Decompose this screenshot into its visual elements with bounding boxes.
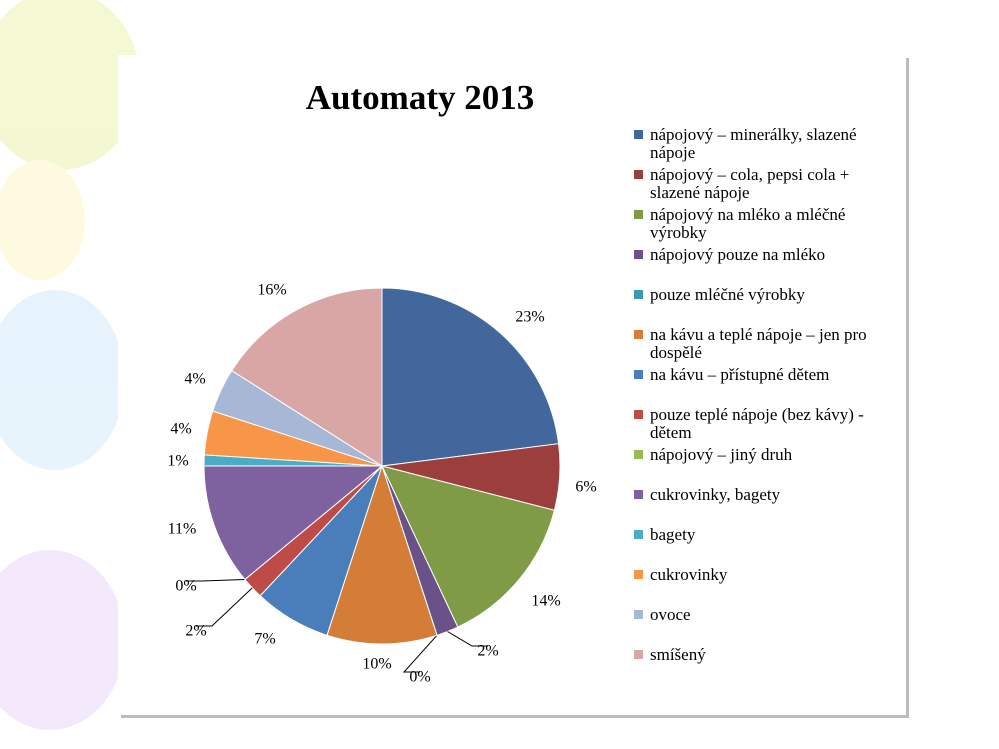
data-label: 23% xyxy=(515,309,544,326)
legend-item: cukrovinky, bagety xyxy=(632,486,902,526)
legend-swatch xyxy=(634,290,643,299)
leader-line xyxy=(402,634,438,673)
legend-swatch xyxy=(634,650,643,659)
leader-line xyxy=(186,578,245,582)
legend-label: cukrovinky xyxy=(650,565,728,584)
legend-label: ovoce xyxy=(650,605,691,624)
legend-item: nápojový pouze na mléko xyxy=(632,246,902,286)
legend-item: bagety xyxy=(632,526,902,566)
legend-item: cukrovinky xyxy=(632,566,902,606)
legend-item: pouze mléčné výrobky xyxy=(632,286,902,326)
legend-swatch xyxy=(634,410,643,419)
legend-item: na kávu a teplé nápoje – jen pro dospělé xyxy=(632,326,902,366)
decoration xyxy=(0,0,140,730)
leader-line xyxy=(196,587,253,627)
data-label: 1% xyxy=(167,453,188,470)
legend-swatch xyxy=(634,210,643,219)
legend-label: na kávu a teplé nápoje – jen pro dospělé xyxy=(650,325,867,362)
pie-slice xyxy=(203,465,384,581)
legend-label: nápojový – jiný druh xyxy=(650,445,793,464)
legend-swatch xyxy=(634,250,643,259)
legend-label: smíšený xyxy=(650,645,706,664)
legend-swatch xyxy=(634,530,643,539)
legend-item: nápojový na mléko a mléčné výrobky xyxy=(632,206,902,246)
data-label: 7% xyxy=(254,631,275,648)
data-label: 0% xyxy=(175,578,196,595)
data-label: 2% xyxy=(477,643,498,660)
data-label: 0% xyxy=(409,669,430,686)
pie-slice xyxy=(231,287,383,467)
legend-item: pouze teplé nápoje (bez kávy) - dětem xyxy=(632,406,902,446)
legend-label: bagety xyxy=(650,525,696,544)
legend: nápojový – minerálky, slazené nápoje nápo… xyxy=(632,126,902,686)
leader-line xyxy=(447,631,488,647)
legend-label: pouze teplé nápoje (bez kávy) - dětem xyxy=(650,405,864,442)
pie-slice xyxy=(326,464,438,645)
chart-title: Automaty 2013 xyxy=(306,78,534,117)
pie-slice xyxy=(381,287,560,467)
legend-swatch xyxy=(634,130,643,139)
legend-item: nápojový – jiný druh xyxy=(632,446,902,486)
legend-label: nápojový pouze na mléko xyxy=(650,245,826,264)
data-label: 4% xyxy=(184,371,205,388)
legend-swatch xyxy=(634,170,643,179)
legend-item: ovoce xyxy=(632,606,902,646)
legend-swatch xyxy=(634,570,643,579)
legend-label: pouze mléčné výrobky xyxy=(650,285,805,304)
legend-label: cukrovinky, bagety xyxy=(650,485,781,504)
data-label: 6% xyxy=(575,479,596,496)
data-label: 14% xyxy=(531,593,560,610)
data-label: 10% xyxy=(362,656,391,673)
legend-swatch xyxy=(634,370,643,379)
legend-item: nápojový – minerálky, slazené nápoje xyxy=(632,126,902,166)
data-label: 11% xyxy=(168,521,197,538)
legend-swatch xyxy=(634,610,643,619)
legend-label: nápojový na mléko a mléčné výrobky xyxy=(650,205,846,242)
pie-slice xyxy=(381,465,556,628)
legend-item: smíšený xyxy=(632,646,902,686)
legend-swatch xyxy=(634,490,643,499)
legend-label: nápojový – minerálky, slazené nápoje xyxy=(650,125,857,162)
legend-swatch xyxy=(634,330,643,339)
legend-swatch xyxy=(634,450,643,459)
data-label: 2% xyxy=(185,623,206,640)
legend-label: nápojový – cola, pepsi cola + slazené ná… xyxy=(650,165,850,202)
legend-label: na kávu – přístupné dětem xyxy=(650,365,830,384)
data-label: 4% xyxy=(170,421,191,438)
legend-item: nápojový – cola, pepsi cola + slazené ná… xyxy=(632,166,902,206)
data-label: 16% xyxy=(257,282,286,299)
legend-item: na kávu – přístupné dětem xyxy=(632,366,902,406)
